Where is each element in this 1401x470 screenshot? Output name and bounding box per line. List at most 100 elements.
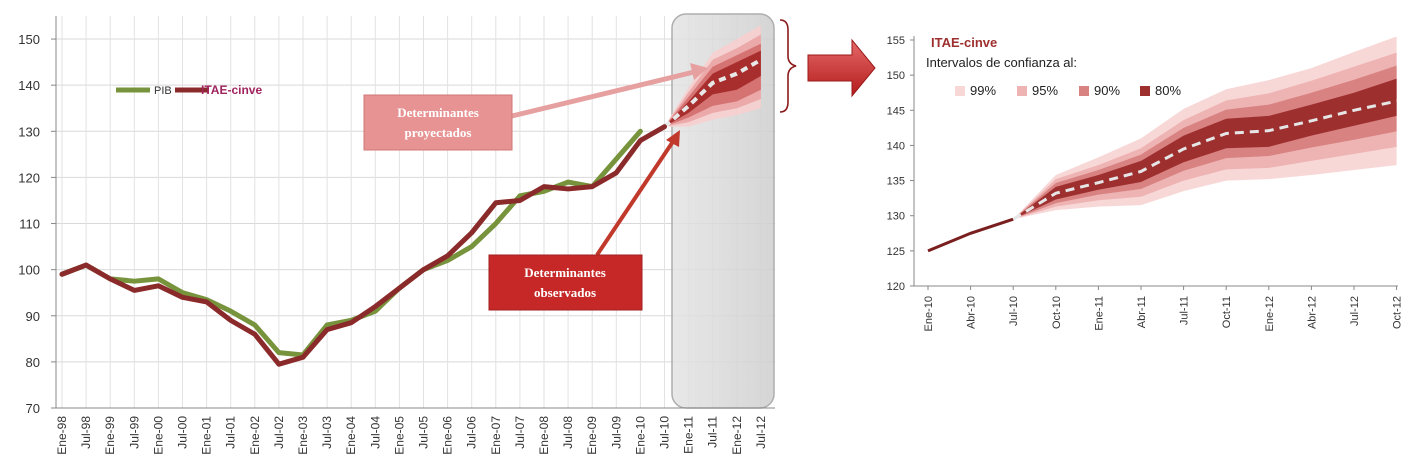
left-x-tick-label: Jul-98 <box>79 416 93 449</box>
legend-label-pib: PIB <box>154 85 172 97</box>
legend-label-itae: ITAE-cinve <box>201 83 262 97</box>
left-x-tick-label: Ene-02 <box>248 416 262 455</box>
left-grid <box>56 16 775 409</box>
right-x-tick-label: Abr-10 <box>966 296 978 329</box>
right-x-tick-labels: Ene-10 Abr-10 Jul-10 Oct-10 Ene-11 Abr-11 Jul-… <box>923 286 1401 331</box>
left-x-tick-label: Jul-10 <box>658 416 672 449</box>
left-x-tick-label: Ene-09 <box>585 416 599 455</box>
left-y-tick-label: 120 <box>18 170 40 185</box>
left-x-tick-label: Ene-11 <box>682 416 696 454</box>
left-y-tick-label: 130 <box>18 124 40 139</box>
series-line-itae <box>59 124 667 367</box>
left-x-tick-label: Jul-04 <box>368 416 382 449</box>
right-x-tick-label: Oct-10 <box>1051 296 1063 329</box>
right-y-tick-labels: 120 125 130 135 140 145 150 155 <box>887 35 914 293</box>
right-y-tick-label: 135 <box>887 176 905 188</box>
left-y-tick-label: 110 <box>19 217 40 232</box>
left-x-tick-label: Jul-99 <box>127 416 141 449</box>
left-x-tick-label: Ene-98 <box>55 416 69 455</box>
left-y-tick-label: 150 <box>18 32 40 47</box>
right-confidence-bands <box>1013 36 1397 220</box>
left-x-tick-label: Jul-12 <box>754 416 768 449</box>
left-x-tick-label: Jul-07 <box>513 416 527 449</box>
left-y-tick-label: 80 <box>26 355 40 370</box>
legend-label-80: 80% <box>1155 83 1181 98</box>
left-x-tick-label: Jul-03 <box>320 416 334 449</box>
callout-observed-box <box>488 254 643 311</box>
left-x-tick-label: Ene-05 <box>392 416 406 455</box>
left-x-tick-label: Ene-10 <box>633 416 647 455</box>
left-x-tick-label: Ene-00 <box>151 416 165 455</box>
right-x-tick-label: Oct-12 <box>1392 296 1401 329</box>
legend-label-99: 99% <box>970 83 996 98</box>
zoom-arrow <box>807 38 876 98</box>
callout-projected-box <box>363 94 513 151</box>
left-x-tick-labels: Ene-98 Jul-98 Ene-99 Jul-99 Ene-00 Jul-00 Ene-… <box>55 416 768 455</box>
callout-observed-arrow <box>595 138 676 257</box>
left-x-tick-label: Ene-01 <box>200 416 214 455</box>
callout-observed-arrowhead <box>666 130 680 147</box>
left-axes <box>55 16 775 409</box>
right-x-tick-label: Jul-10 <box>1008 296 1020 326</box>
right-y-tick-label: 130 <box>887 211 905 223</box>
left-y-tick-label: 100 <box>18 263 40 278</box>
left-y-tick-label: 140 <box>18 78 40 93</box>
left-x-tick-label: Jul-09 <box>609 416 623 449</box>
right-y-tick-label: 140 <box>887 140 905 152</box>
left-projection-bands <box>663 25 762 129</box>
right-x-tick-label: Abr-11 <box>1136 296 1148 328</box>
right-x-tick-label: Jul-11 <box>1179 296 1191 325</box>
left-x-tick-label: Jul-02 <box>272 416 286 449</box>
callout-observed: Determinantes observados <box>488 130 680 311</box>
left-x-tick-label: Ene-08 <box>537 416 551 455</box>
right-y-tick-label: 150 <box>887 70 905 82</box>
legend-swatch-80 <box>1140 86 1150 96</box>
right-chart-subtitle: Intervalos de confianza al: <box>926 55 1077 70</box>
callout-observed-line1: Determinantes <box>524 265 606 280</box>
right-x-tick-label: Ene-11 <box>1093 296 1105 331</box>
right-x-tick-label: Ene-12 <box>1264 296 1276 331</box>
left-x-tick-label: Ene-99 <box>103 416 117 455</box>
left-x-tick-label: Ene-12 <box>730 416 744 455</box>
right-legend: 99% 95% 90% 80% <box>955 83 1181 98</box>
legend-label-90: 90% <box>1094 83 1120 98</box>
right-axes <box>913 36 1398 287</box>
right-y-tick-label: 120 <box>887 281 905 293</box>
left-x-tick-label: Jul-00 <box>176 416 190 449</box>
right-band-80 <box>1013 78 1397 220</box>
right-x-tick-label: Ene-10 <box>923 296 935 331</box>
left-x-tick-label: Ene-07 <box>489 416 503 455</box>
left-y-tick-label: 70 <box>26 401 40 416</box>
right-fan-chart: 120 125 130 135 140 145 150 155 Ene-10 Abr-10 Jul… <box>887 35 1401 331</box>
left-x-tick-label: Jul-11 <box>706 416 720 448</box>
right-observed-line <box>927 217 1014 253</box>
right-x-tick-label: Abr-12 <box>1306 296 1318 329</box>
left-x-tick-label: Ene-03 <box>296 416 310 455</box>
left-y-tick-labels: 70 80 90 100 110 120 130 140 150 <box>18 32 56 416</box>
callout-projected-arrowhead <box>690 63 708 80</box>
left-x-tick-label: Ene-06 <box>441 416 455 455</box>
callout-observed-line2: observados <box>534 285 596 300</box>
zoom-brace <box>779 19 797 113</box>
left-series <box>59 124 667 367</box>
left-x-tick-label: Ene-04 <box>344 416 358 455</box>
right-x-tick-label: Jul-12 <box>1349 296 1361 326</box>
left-y-tick-label: 90 <box>26 309 40 324</box>
callout-projected-line2: proyectados <box>405 125 472 140</box>
right-y-tick-label: 125 <box>887 246 905 258</box>
callout-projected-line1: Determinantes <box>397 105 479 120</box>
left-legend: PIB ITAE-cinve <box>116 83 262 97</box>
legend-swatch-95 <box>1017 86 1027 96</box>
callout-projected-arrow <box>511 69 695 119</box>
right-y-tick-label: 155 <box>887 35 905 47</box>
legend-label-95: 95% <box>1032 83 1058 98</box>
right-y-tick-label: 145 <box>887 105 905 117</box>
left-x-tick-label: Jul-06 <box>465 416 479 449</box>
right-x-tick-label: Oct-11 <box>1221 296 1233 328</box>
callout-projected: Determinantes proyectados <box>363 63 708 151</box>
right-lines <box>927 99 1397 253</box>
legend-swatch-90 <box>1079 86 1089 96</box>
right-chart-title: ITAE-cinve <box>931 35 997 50</box>
